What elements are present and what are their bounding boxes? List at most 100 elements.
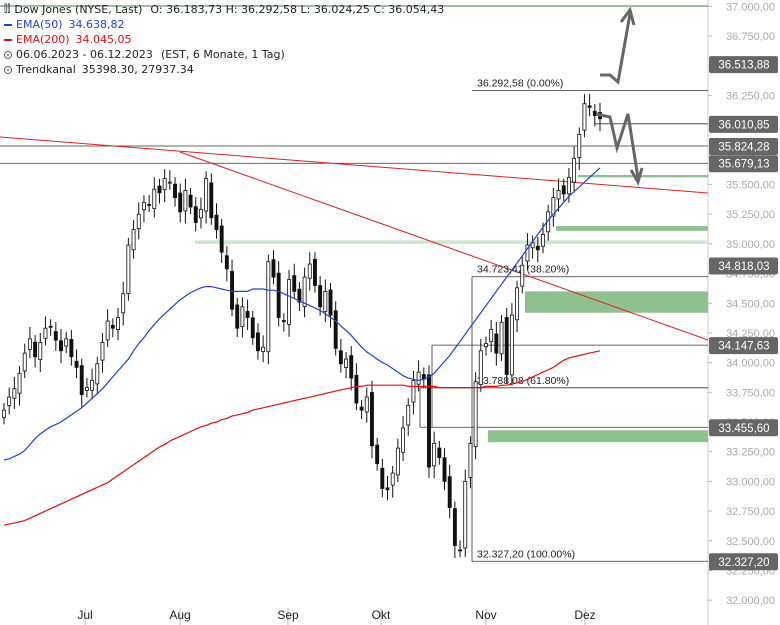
candle-body xyxy=(69,338,74,358)
y-tick-label: 37.000,00 xyxy=(726,1,775,13)
candle-body xyxy=(193,206,198,223)
legend-trend-row[interactable]: Trendkanal 35398.30, 27937.34 xyxy=(4,62,444,77)
support-zone xyxy=(488,430,708,443)
candle-body xyxy=(473,381,478,448)
price-tag xyxy=(709,56,778,74)
price-tag xyxy=(709,553,778,571)
candlesticks xyxy=(2,93,602,558)
candle-body xyxy=(287,279,291,325)
candle-body xyxy=(494,333,499,354)
candle-body xyxy=(178,192,183,213)
y-tick-label: 35.000,00 xyxy=(726,239,775,251)
candle-body xyxy=(110,324,115,329)
x-tick-label: Jul xyxy=(77,608,92,622)
candle-body xyxy=(162,178,167,191)
candle-body xyxy=(390,472,395,486)
support-zone xyxy=(578,175,708,178)
candle-body xyxy=(478,350,483,386)
up-arrow xyxy=(600,13,632,85)
chart-legend: ⫿⫿ Dow Jones (NYSE, Last) O: 36.183,73 H… xyxy=(4,2,444,77)
candle-body xyxy=(245,311,250,318)
candle-body xyxy=(354,374,359,404)
candle-body xyxy=(525,244,530,262)
candle-body xyxy=(385,487,390,491)
candle-body xyxy=(401,427,406,453)
candlestick-icon: ⫿⫿ xyxy=(4,4,11,15)
price-axis[interactable]: 32.000,0032.250,0032.500,0032.750,0033.0… xyxy=(708,1,778,607)
candle-body xyxy=(504,317,509,375)
legend-ema50-row[interactable]: EMA(50) 34.638,82 xyxy=(4,17,444,32)
candle-body xyxy=(582,103,587,131)
support-zone xyxy=(556,226,708,231)
candle-body xyxy=(48,325,53,328)
x-tick-label: Aug xyxy=(169,608,190,622)
ema50-swatch xyxy=(4,23,12,26)
candle-body xyxy=(167,181,172,184)
price-tag xyxy=(709,155,778,173)
candle-body xyxy=(64,338,69,347)
candle-body xyxy=(22,352,27,372)
candle-body xyxy=(313,258,317,286)
candle-body xyxy=(375,444,380,464)
candle-body xyxy=(432,442,437,467)
y-tick-label: 33.250,00 xyxy=(726,447,775,459)
ema50-label: EMA(50) xyxy=(16,18,63,31)
candle-body xyxy=(395,447,400,476)
price-tag xyxy=(709,115,778,133)
candle-body xyxy=(541,233,545,247)
candle-body xyxy=(183,190,188,212)
y-tick-label: 32.750,00 xyxy=(726,506,775,518)
candle-body xyxy=(364,396,369,413)
legend-title: Dow Jones (NYSE, Last) xyxy=(14,3,143,16)
candle-body xyxy=(79,365,84,396)
candle-body xyxy=(230,271,234,310)
candle-body xyxy=(484,343,488,348)
y-tick-label: 35.500,00 xyxy=(726,180,775,192)
candle-body xyxy=(224,255,229,270)
candle-body xyxy=(240,306,245,328)
candle-body xyxy=(442,457,447,482)
candle-body xyxy=(380,467,385,489)
time-axis[interactable]: Jul Aug Sep Okt Nov Dez xyxy=(77,608,596,625)
candle-body xyxy=(520,264,525,287)
candle-body xyxy=(551,197,556,217)
candle-body xyxy=(406,404,411,426)
price-tag-label: 33.455,60 xyxy=(718,423,769,435)
legend-ema200-row[interactable]: EMA(200) 34.045,05 xyxy=(4,32,444,47)
candle-body xyxy=(105,320,110,341)
candle-body xyxy=(198,209,203,219)
x-tick-label: Nov xyxy=(475,608,496,622)
candle-body xyxy=(530,242,535,249)
ema200-swatch xyxy=(4,38,12,41)
down-arrowhead xyxy=(629,167,644,186)
candle-body xyxy=(328,289,333,316)
trend-lines xyxy=(0,89,709,562)
support-zone xyxy=(525,291,708,313)
candle-body xyxy=(136,213,141,229)
candle-body xyxy=(338,350,343,365)
y-tick-label: 33.000,00 xyxy=(726,476,775,488)
candle-body xyxy=(276,272,281,318)
candle-body xyxy=(468,442,473,478)
candle-body xyxy=(126,244,131,294)
candle-body xyxy=(281,320,286,322)
projection-arrows xyxy=(595,6,644,186)
trend-values: 35398.30, 27937.34 xyxy=(81,63,194,76)
candle-body xyxy=(7,396,12,406)
candle-body xyxy=(188,194,193,208)
candle-body xyxy=(359,406,364,411)
candle-body xyxy=(27,338,32,350)
candle-body xyxy=(235,304,240,329)
candle-body xyxy=(333,310,338,349)
y-tick-label: 33.750,00 xyxy=(726,387,775,399)
price-tag-label: 36.010,85 xyxy=(718,119,769,131)
candle-body xyxy=(141,201,146,211)
fib-level-label: 36.292,58 (0.00%) xyxy=(477,77,563,89)
candle-body xyxy=(297,288,302,303)
candle-body xyxy=(566,176,571,195)
legend-range-row: 06.06.2023 - 06.12.2023 (EST, 6 Monate, … xyxy=(4,47,444,62)
candle-body xyxy=(271,259,276,278)
y-tick-label: 34.500,00 xyxy=(726,298,775,310)
y-tick-label: 36.750,00 xyxy=(726,31,775,43)
